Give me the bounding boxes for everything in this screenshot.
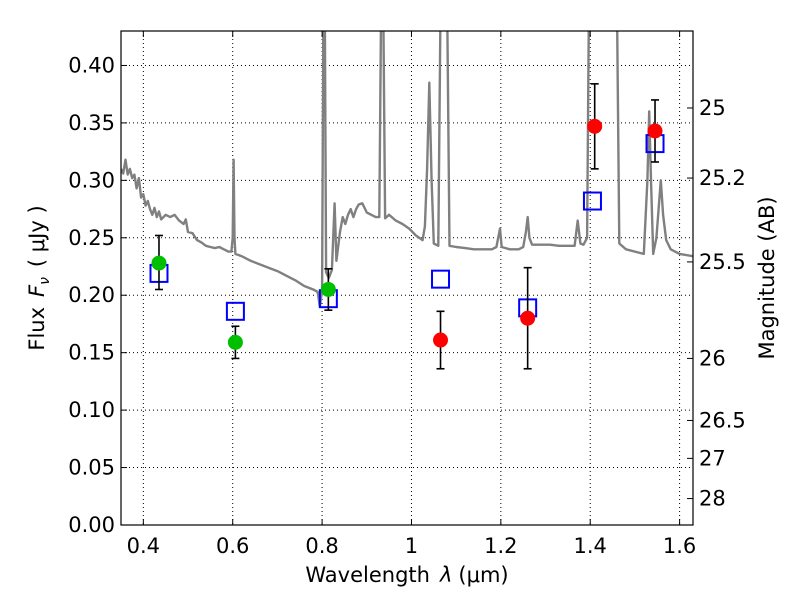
nir-point xyxy=(520,310,536,326)
y2-tick-label: 26.5 xyxy=(699,408,746,432)
y-tick-label: 0.30 xyxy=(68,168,115,192)
y2-tick-label: 25 xyxy=(699,96,726,120)
optical-point xyxy=(320,281,336,297)
plot-background xyxy=(121,31,693,525)
x-tick-label: 0.8 xyxy=(305,534,338,558)
y-axis-label: FluxFν( μJy ) xyxy=(25,205,53,350)
plot-area xyxy=(121,31,693,370)
ticks: 0.4 0.6 0.8 1 1.2 1.4 1.6 0.00 0.05 0.10 0.15 0.20 0… xyxy=(68,31,746,558)
x-tick-label: 1.4 xyxy=(574,534,607,558)
y-tick-label: 0.20 xyxy=(68,283,115,307)
x-tick-label: 0.6 xyxy=(216,534,249,558)
nir-point xyxy=(647,123,663,139)
y-tick-label: 0.35 xyxy=(68,111,115,135)
nir-point xyxy=(587,118,603,134)
y-tick-label: 0.15 xyxy=(68,341,115,365)
y-tick-label: 0.25 xyxy=(68,226,115,250)
y-tick-label: 0.40 xyxy=(68,53,115,77)
y2-axis-label: Magnitude (AB) xyxy=(755,196,779,359)
model-square xyxy=(431,269,451,289)
x-tick-label: 1.6 xyxy=(663,534,696,558)
x-axis-label: Wavelength λ (μm) xyxy=(305,563,508,587)
optical-point xyxy=(151,255,167,271)
x-tick-label: 0.4 xyxy=(127,534,160,558)
plot-frame xyxy=(120,30,694,526)
x-tick-label: 1 xyxy=(405,534,418,558)
y-tick-label: 0.00 xyxy=(68,513,115,537)
y2-tick-label: 28 xyxy=(699,487,726,511)
y2-tick-label: 26 xyxy=(699,346,726,370)
y2-tick-label: 25.5 xyxy=(699,250,746,274)
y2-tick-label: 27 xyxy=(699,446,726,470)
y-tick-label: 0.10 xyxy=(68,398,115,422)
model-square xyxy=(225,301,245,321)
model-square xyxy=(582,191,602,211)
spectrum-line xyxy=(121,31,693,308)
optical-point xyxy=(227,334,243,350)
x-tick-label: 1.2 xyxy=(484,534,517,558)
y-tick-label: 0.05 xyxy=(68,456,115,480)
nir-point xyxy=(433,332,449,348)
y2-tick-label: 25.2 xyxy=(699,166,746,190)
